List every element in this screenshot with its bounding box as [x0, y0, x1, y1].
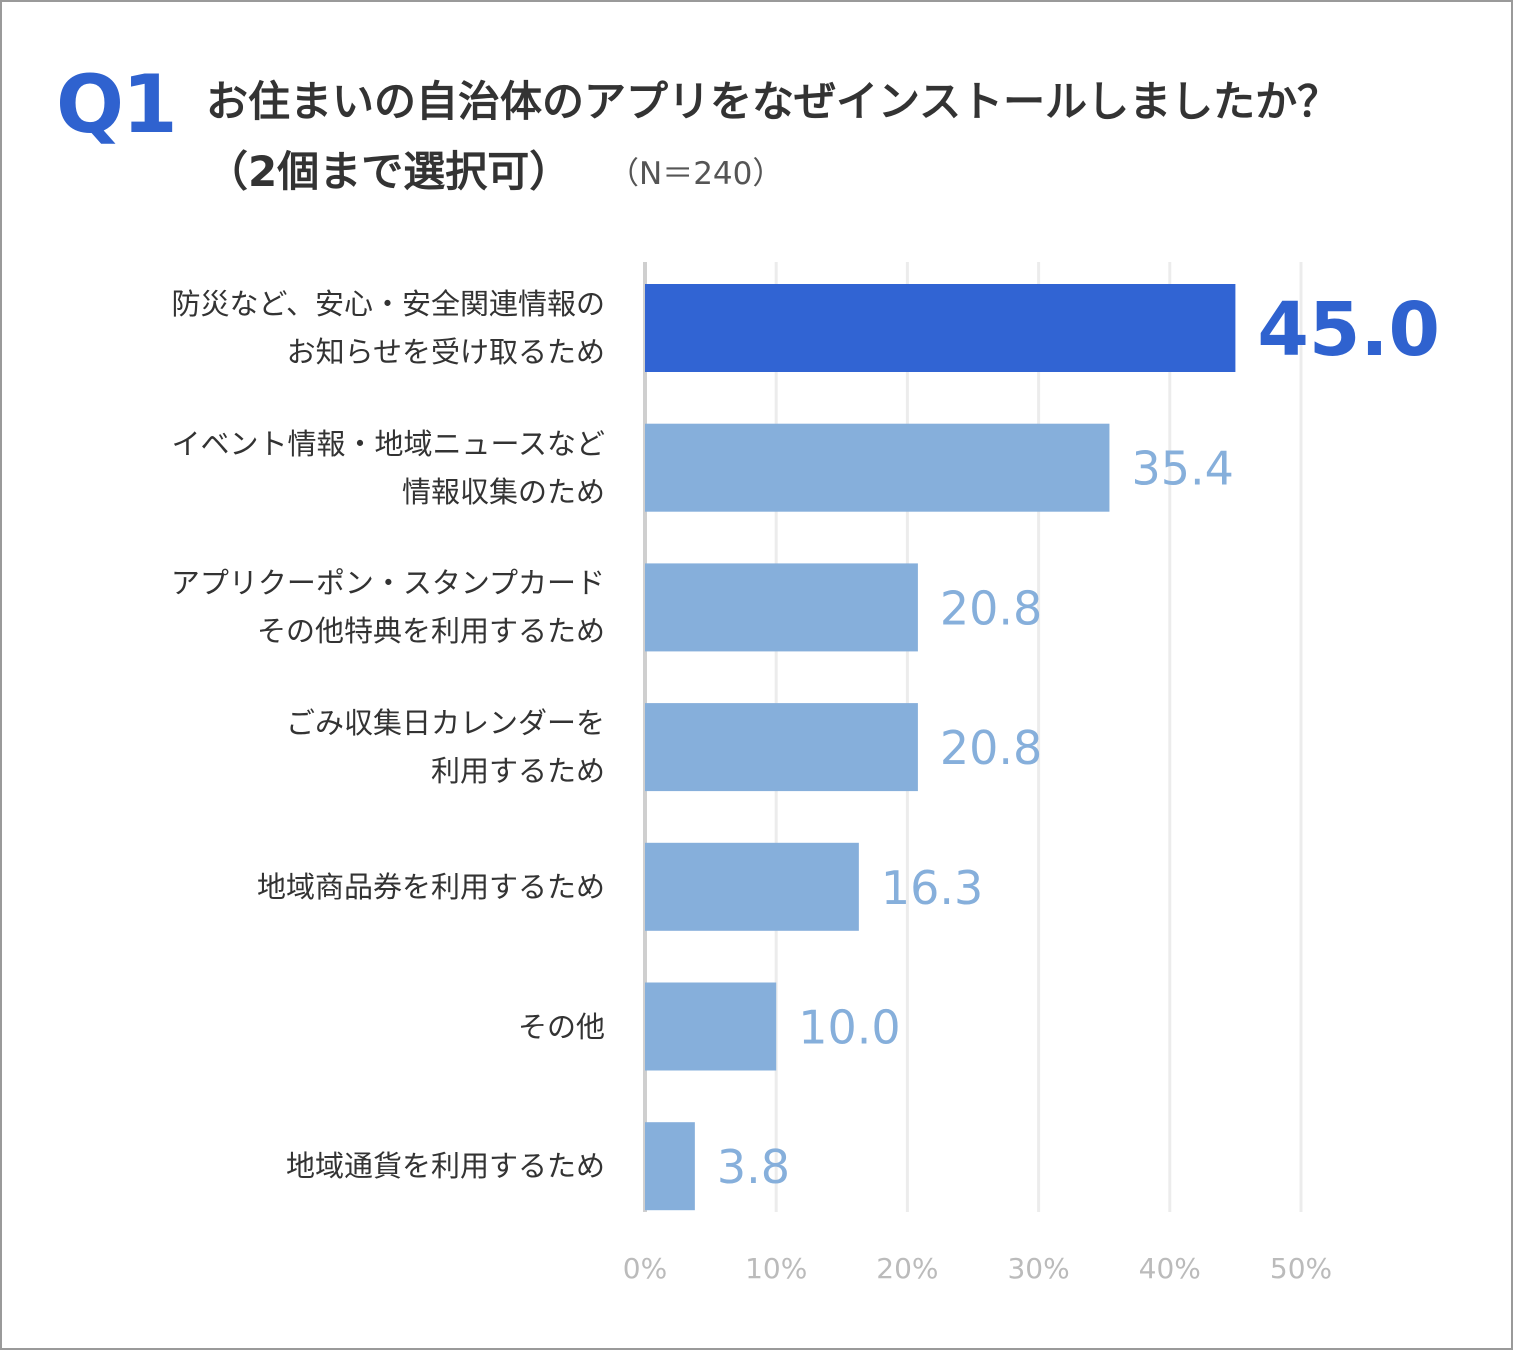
sample-size: （N＝240）: [608, 156, 784, 192]
data-label: 35.4: [1131, 442, 1233, 496]
data-label: 45.0: [1257, 287, 1440, 373]
question-number: Q1: [56, 58, 178, 151]
bar: [645, 703, 918, 792]
category-label: 地域商品券を利用するため: [256, 869, 605, 904]
x-tick-label: 10%: [745, 1252, 807, 1285]
chart-subtitle: （2個まで選択可）: [206, 147, 572, 196]
category-label: 地域通貨を利用するため: [285, 1149, 605, 1184]
bar: [645, 982, 777, 1071]
bar: [645, 284, 1236, 372]
data-label: 20.8: [940, 721, 1042, 775]
category-label: アプリクーポン・スタンプカード その他特典を利用するため: [170, 566, 605, 649]
bar: [645, 842, 859, 931]
x-tick-label: 50%: [1270, 1252, 1332, 1285]
data-label: 16.3: [881, 861, 983, 915]
x-tick-label: 20%: [876, 1252, 938, 1285]
bar: [645, 423, 1110, 512]
x-tick-label: 30%: [1007, 1252, 1069, 1285]
chart-title: お住まいの自治体のアプリをなぜインストールしましたか？: [206, 77, 1340, 126]
data-label: 20.8: [940, 581, 1042, 635]
data-label: 10.0: [798, 1001, 900, 1055]
x-tick-label: 0%: [623, 1252, 667, 1285]
data-label: 3.8: [717, 1140, 790, 1194]
bar: [645, 1122, 695, 1211]
category-label: ごみ収集日カレンダーを 利用するため: [285, 706, 605, 789]
category-label: その他: [517, 1009, 605, 1044]
bar: [645, 563, 918, 652]
x-tick-label: 40%: [1139, 1252, 1201, 1285]
category-label: イベント情報・地域ニュースなど 情報収集のため: [171, 426, 605, 509]
category-label: 防災など、安心・安全関連情報の お知らせを受け取るため: [171, 287, 605, 369]
